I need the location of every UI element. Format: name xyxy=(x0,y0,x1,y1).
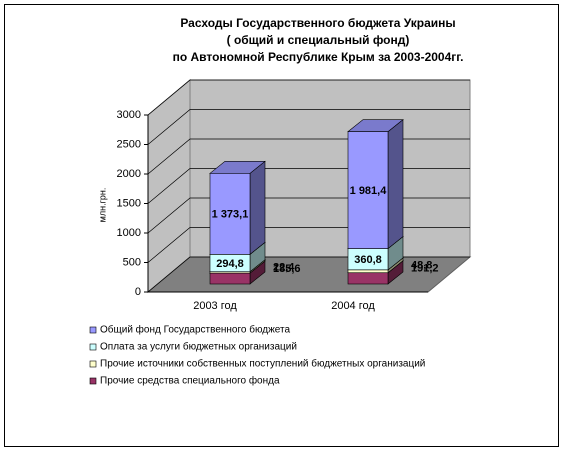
legend-swatch xyxy=(89,377,97,385)
bar xyxy=(209,272,251,285)
grid-line xyxy=(147,79,470,116)
x-tick-label: 2003 год xyxy=(193,300,237,312)
value-label: 191,2 xyxy=(411,263,439,275)
legend-label: Прочие источники собственных поступлений… xyxy=(100,358,425,370)
value-label: 48,8 xyxy=(411,260,432,272)
y-tick-label: 2000 xyxy=(117,168,141,180)
value-label: 1 981,4 xyxy=(350,185,388,197)
bar xyxy=(347,272,389,285)
chart-title: Расходы Государственного бюджета Украины xyxy=(180,16,455,30)
chart-title: ( общий и специальный фонд) xyxy=(227,33,410,47)
value-label: 360,8 xyxy=(354,254,382,266)
chart-title: по Автономной Республике Крым за 2003-20… xyxy=(173,50,464,64)
legend-swatch xyxy=(89,326,97,334)
value-label: 22,4 xyxy=(273,262,295,274)
legend-label: Оплата за услуги бюджетных организаций xyxy=(100,341,297,353)
value-label: 185,6 xyxy=(273,263,301,275)
y-tick-label: 3000 xyxy=(117,109,141,121)
x-tick-label: 2004 год xyxy=(331,300,375,312)
bar xyxy=(209,173,251,255)
bar-side xyxy=(249,160,266,255)
bar xyxy=(347,131,389,249)
legend-swatch xyxy=(89,343,97,351)
bar xyxy=(347,269,389,274)
y-tick-label: 0 xyxy=(135,286,141,298)
y-tick-label: 1500 xyxy=(117,197,141,209)
y-axis-label: млн.грн. xyxy=(97,188,107,223)
bar-side xyxy=(387,119,404,250)
legend-label: Общий фонд Государственного бюджета xyxy=(100,324,290,336)
y-tick-label: 1000 xyxy=(117,227,141,239)
y-tick-label: 2500 xyxy=(117,138,141,150)
legend-swatch xyxy=(89,360,97,368)
value-label: 294,8 xyxy=(216,258,244,270)
y-tick-label: 500 xyxy=(123,256,141,268)
legend-label: Прочие средства специального фонда xyxy=(100,375,280,387)
grid-line xyxy=(147,109,470,145)
value-label: 1 373,1 xyxy=(212,209,249,221)
